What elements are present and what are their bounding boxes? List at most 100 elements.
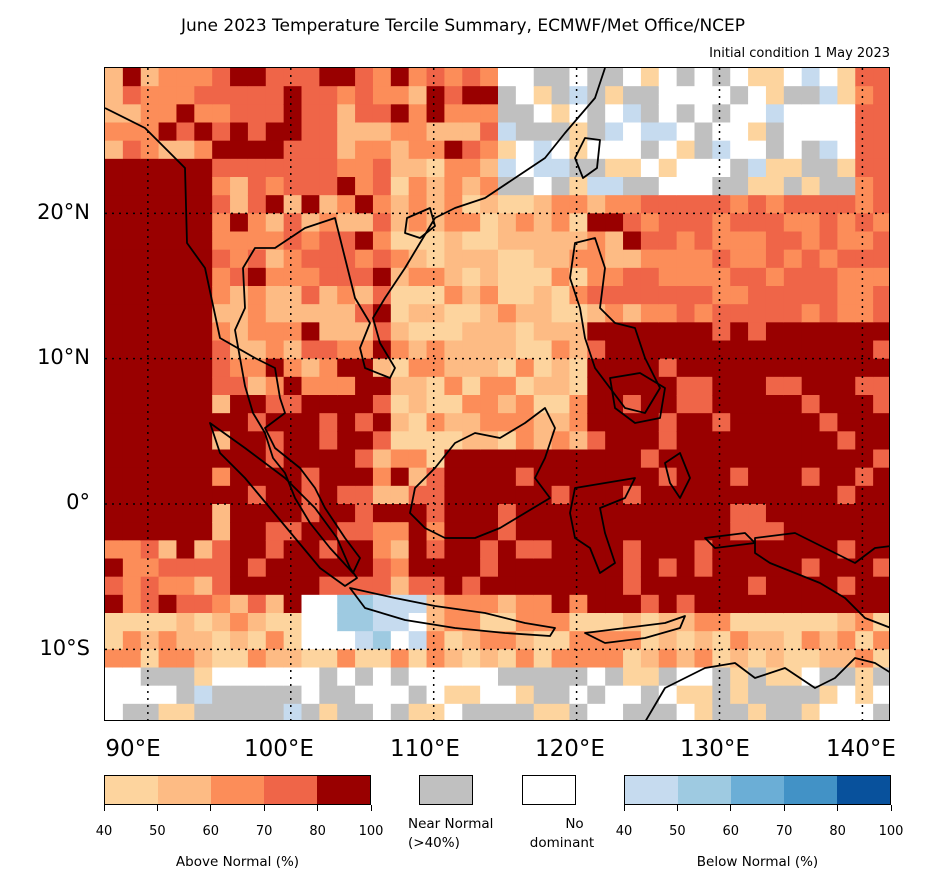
- grid-cell: [265, 158, 285, 178]
- grid-cell: [515, 68, 535, 87]
- grid-cell: [533, 522, 553, 541]
- grid-cell: [765, 122, 785, 142]
- grid-cell: [551, 304, 571, 323]
- grid-cell: [676, 249, 696, 269]
- grid-cell: [765, 540, 785, 560]
- grid-cell: [676, 631, 696, 650]
- grid-cell: [694, 485, 713, 505]
- grid-cell: [265, 376, 285, 396]
- grid-cell: [158, 358, 178, 378]
- grid-cell: [676, 140, 696, 160]
- grid-cell: [283, 449, 303, 469]
- grid-cell: [676, 558, 696, 578]
- colorbar-tick: [210, 805, 212, 811]
- grid-cell: [158, 322, 178, 342]
- grid-cell: [122, 286, 142, 305]
- grid-cell: [176, 649, 195, 669]
- grid-cell: [212, 395, 231, 414]
- grid-cell: [444, 231, 463, 251]
- grid-cell: [122, 576, 142, 596]
- grid-cell: [623, 376, 642, 396]
- grid-cell: [587, 104, 606, 124]
- grid-cell: [462, 122, 481, 142]
- grid-cell: [372, 267, 392, 287]
- grid-cell: [819, 122, 839, 142]
- grid-cell: [533, 376, 553, 396]
- colorbar-segment: [784, 776, 837, 804]
- grid-cell: [623, 86, 642, 105]
- grid-cell: [855, 594, 874, 614]
- grid-cell: [283, 158, 303, 178]
- grid-cell: [855, 504, 874, 523]
- grid-cell: [372, 68, 392, 87]
- grid-cell: [158, 122, 178, 142]
- grid-cell: [712, 649, 731, 669]
- grid-cell: [265, 86, 285, 105]
- grid-cell: [694, 685, 713, 705]
- grid-cell: [355, 340, 374, 360]
- grid-cell: [122, 631, 142, 650]
- grid-cell: [355, 68, 374, 87]
- grid-cell: [569, 576, 588, 596]
- grid-cell: [765, 449, 785, 469]
- grid-cell: [372, 667, 392, 687]
- grid-cell: [319, 86, 338, 105]
- grid-cell: [105, 304, 124, 323]
- grid-cell: [569, 213, 588, 233]
- grid-cell: [158, 195, 178, 214]
- grid-cell: [301, 685, 320, 705]
- grid-cell: [158, 267, 178, 287]
- grid-cell: [212, 304, 231, 323]
- grid-cell: [230, 504, 249, 523]
- grid-cell: [194, 358, 213, 378]
- grid-cell: [712, 286, 731, 305]
- grid-cell: [408, 576, 428, 596]
- grid-cell: [640, 86, 660, 105]
- grid-cell: [408, 413, 428, 432]
- grid-cell: [765, 140, 785, 160]
- grid-cell: [372, 104, 392, 124]
- grid-cell: [122, 140, 142, 160]
- grid-cell: [390, 358, 410, 378]
- grid-cell: [498, 249, 517, 269]
- grid-cell: [230, 685, 249, 705]
- grid-cell: [319, 558, 338, 578]
- grid-cell: [158, 158, 178, 178]
- grid-cell: [551, 594, 571, 614]
- grid-cell: [569, 68, 588, 87]
- lon-label-130e: 130°E: [680, 736, 750, 762]
- grid-cell: [623, 685, 642, 705]
- grid-cell: [765, 322, 785, 342]
- grid-cell: [105, 213, 124, 233]
- grid-cell: [801, 68, 821, 87]
- grid-cell: [658, 177, 678, 196]
- lon-label-90e: 90°E: [105, 736, 161, 762]
- grid-cell: [230, 395, 249, 414]
- colorbar-tick-label: 80: [309, 824, 326, 839]
- grid-cell: [819, 613, 839, 632]
- grid-cell: [301, 449, 320, 469]
- grid-cell: [765, 413, 785, 432]
- map-panel: [104, 67, 890, 721]
- grid-cell: [587, 594, 606, 614]
- grid-cell: [283, 413, 303, 432]
- grid-cell: [319, 322, 338, 342]
- grid-cell: [265, 395, 285, 414]
- grid-cell: [444, 322, 463, 342]
- colorbar-tick-label: 80: [829, 824, 846, 839]
- grid-cell: [194, 376, 213, 396]
- grid-cell: [819, 594, 839, 614]
- grid-cell: [390, 703, 410, 720]
- grid-cell: [640, 195, 660, 214]
- grid-cell: [515, 322, 535, 342]
- grid-cell: [694, 667, 713, 687]
- grid-cell: [337, 504, 356, 523]
- grid-cell: [551, 231, 571, 251]
- grid-cell: [498, 122, 517, 142]
- grid-cell: [498, 358, 517, 378]
- grid-cell: [230, 649, 249, 669]
- grid-cell: [212, 158, 231, 178]
- grid-cell: [551, 358, 571, 378]
- grid-cell: [801, 195, 821, 214]
- grid-cell: [194, 177, 213, 196]
